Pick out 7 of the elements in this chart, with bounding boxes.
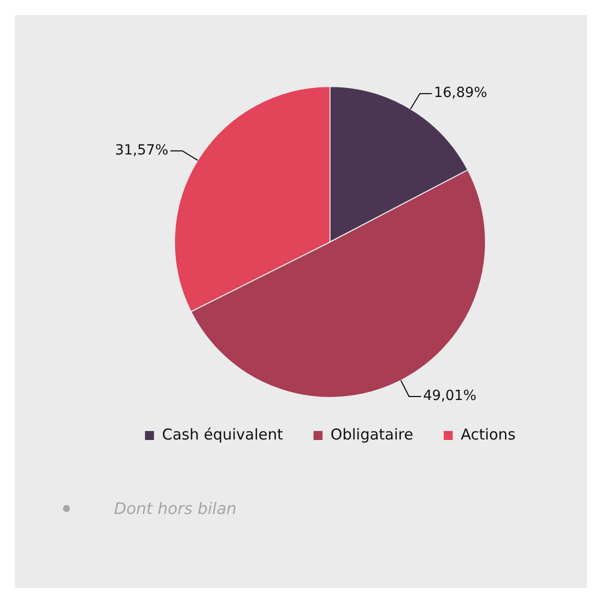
legend-label: Obligataire (330, 425, 414, 444)
legend-label: Cash équivalent (162, 425, 284, 444)
data-label: 49,01% (423, 388, 476, 404)
data-label: 16,89% (434, 85, 488, 102)
data-label: 31,57% (114, 142, 168, 158)
text: Dont hors bilan (114, 498, 237, 518)
legend-label: Actions (460, 425, 516, 444)
